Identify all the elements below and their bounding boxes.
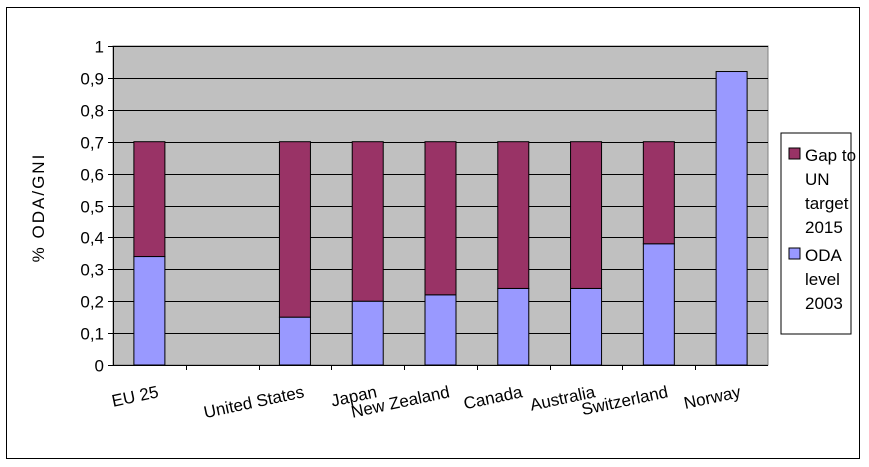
- legend-label: 2003: [805, 294, 843, 313]
- legend-label: level: [805, 270, 840, 289]
- bar-segment: [642, 243, 675, 366]
- bars: [133, 71, 748, 366]
- y-tick-label: 0,8: [80, 102, 104, 121]
- legend-label: target: [805, 194, 849, 213]
- bar-segment: [642, 141, 675, 245]
- bar-segment: [424, 294, 457, 366]
- legend: Gap to UN target 2015 ODA level 2003: [780, 132, 856, 335]
- y-tick-label: 0,2: [80, 293, 104, 312]
- y-axis-label: % ODA/GNI: [29, 153, 48, 263]
- legend-label: ODA: [805, 246, 843, 265]
- y-tick-label: 0,7: [80, 134, 104, 153]
- x-category-label: Norway: [682, 382, 743, 413]
- y-tick-label: 0,3: [80, 261, 104, 280]
- bar-segment: [133, 141, 166, 258]
- bar-segment: [570, 141, 603, 289]
- y-tick-label: 0,6: [80, 166, 104, 185]
- y-tick-label: 0,1: [80, 325, 104, 344]
- bar-segment: [570, 287, 603, 366]
- y-tick-label: 0,9: [80, 70, 104, 89]
- legend-label: 2015: [805, 218, 843, 237]
- bar-segment: [278, 141, 311, 318]
- legend-box: [780, 132, 852, 335]
- bar-segment: [351, 141, 384, 302]
- legend-label: Gap to: [805, 146, 856, 165]
- legend-swatch: [788, 147, 801, 160]
- bar-segment: [497, 287, 530, 366]
- bar-segment: [715, 71, 748, 366]
- x-category-label: Canada: [462, 382, 525, 413]
- bar-segment: [278, 316, 311, 366]
- y-tick-label: 0: [95, 357, 104, 376]
- legend-swatch: [788, 247, 801, 260]
- bar-segment: [133, 256, 166, 366]
- y-tick-label: 0,5: [80, 198, 104, 217]
- bar-segment: [424, 141, 457, 296]
- bar-segment: [351, 300, 384, 366]
- y-tick-label: 0,4: [80, 229, 104, 248]
- y-tick-label: 1: [95, 38, 104, 57]
- bar-segment: [497, 141, 530, 289]
- x-category-label: EU 25: [110, 382, 160, 410]
- legend-label: UN: [805, 170, 830, 189]
- x-category-label: United States: [202, 382, 306, 422]
